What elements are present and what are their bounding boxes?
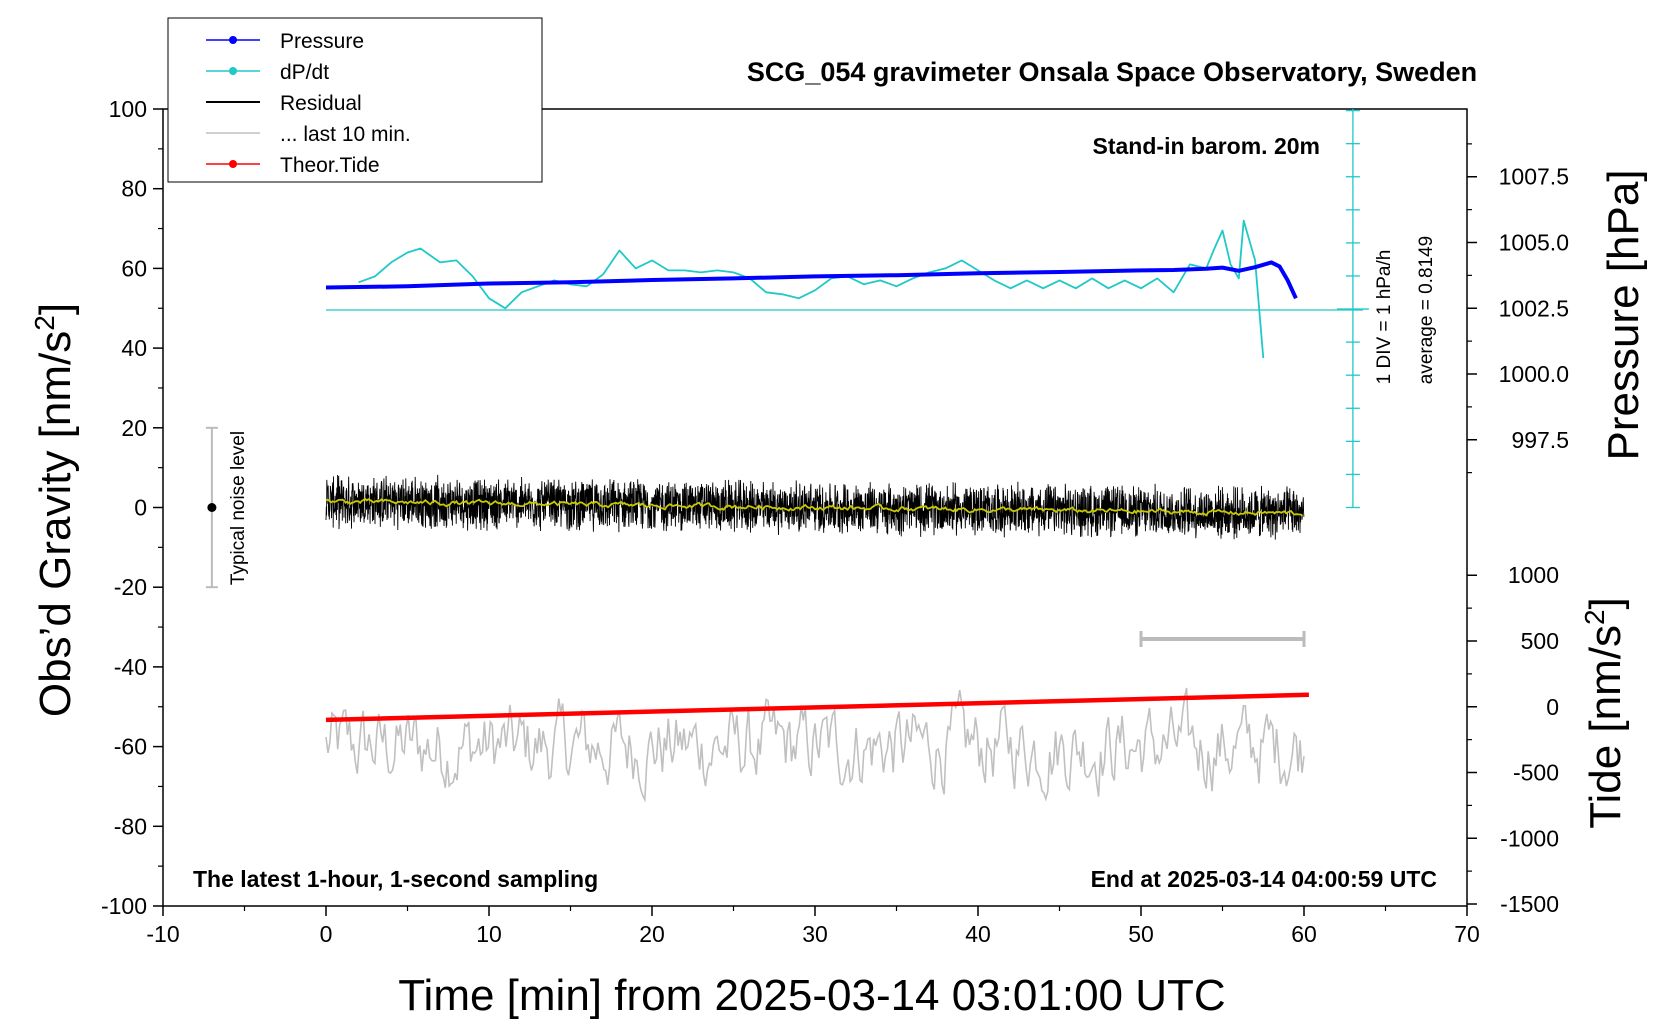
noise-level-label: Typical noise level	[228, 431, 249, 585]
y-tick-label: -80	[114, 813, 147, 839]
legend-marker	[229, 160, 237, 168]
y-axis-title-tide: Tide [nm/s2]	[1579, 597, 1630, 829]
legend-label: Theor.Tide	[280, 154, 380, 177]
dpdt-div-axis	[1336, 109, 1369, 509]
interval-bar	[1139, 631, 1306, 648]
end-time-note: End at 2025-03-14 04:00:59 UTC	[1091, 866, 1437, 892]
pressure-series	[325, 260, 1298, 300]
y-tick-label: -20	[114, 574, 147, 600]
x-tick-label: 30	[802, 921, 828, 947]
y-tick-label: 20	[121, 415, 147, 441]
x-tick-label: 0	[320, 921, 333, 947]
tide-tick-label: -500	[1513, 760, 1559, 786]
x-axis: -10 0 10 20 30 40 50 60 70	[146, 906, 1480, 947]
tide-tick-label: 1000	[1508, 562, 1559, 588]
tide-axis: 1000 500 0 -500 -1000 -1500	[1467, 562, 1559, 917]
y-axis-title-left: Obs’d Gravity [nm/s2]	[29, 303, 80, 717]
residual-series	[325, 474, 1305, 540]
y-tick-label: -60	[114, 734, 147, 760]
average-note: average = 0.8149	[1416, 236, 1437, 384]
legend-label: ... last 10 min.	[280, 123, 411, 146]
pressure-tick-label: 997.5	[1511, 427, 1569, 453]
last-10-min-series	[325, 687, 1305, 803]
barometer-note: Stand-in barom. 20m	[1093, 133, 1320, 159]
x-tick-label: 70	[1454, 921, 1480, 947]
series-layer	[325, 219, 1309, 803]
x-tick-label: 50	[1128, 921, 1154, 947]
chart-title: SCG_054 gravimeter Onsala Space Observat…	[747, 57, 1477, 87]
legend-label: Pressure	[280, 30, 364, 53]
tide-tick-label: 0	[1546, 694, 1559, 720]
dpdt-series	[358, 219, 1265, 359]
legend-marker	[229, 36, 237, 44]
x-tick-label: 10	[476, 921, 502, 947]
legend-box	[167, 17, 543, 183]
x-axis-title: Time [min] from 2025-03-14 03:01:00 UTC	[398, 971, 1225, 1020]
y-axis-title-pressure: Pressure [hPa]	[1599, 169, 1648, 460]
y-tick-label: 0	[134, 495, 147, 521]
y-tick-label: 100	[109, 96, 147, 122]
y-tick-label: 80	[121, 176, 147, 202]
x-tick-label: 20	[639, 921, 665, 947]
x-tick-label: 40	[965, 921, 991, 947]
y-axis-left: 100 80 60 40 20 0 -20 -40 -60 -80 -100	[101, 96, 163, 919]
noise-level-bar	[205, 426, 218, 589]
noise-bar-center	[207, 503, 217, 512]
residual-smoothed	[325, 497, 1303, 517]
tide-tick-label: 500	[1521, 628, 1559, 654]
tide-series	[325, 692, 1309, 723]
y-tick-label: 60	[121, 255, 147, 281]
y-tick-label: 40	[121, 335, 147, 361]
tide-tick-label: -1500	[1500, 891, 1559, 917]
sampling-note: The latest 1-hour, 1-second sampling	[193, 866, 598, 892]
pressure-tick-label: 1005.0	[1499, 229, 1569, 255]
div-scale-note: 1 DIV = 1 hPa/h	[1374, 250, 1395, 385]
pressure-tick-label: 1007.5	[1499, 164, 1569, 190]
x-tick-label: -10	[146, 921, 179, 947]
pressure-axis: 1007.5 1005.0 1002.5 1000.0 997.5	[1467, 143, 1569, 474]
legend-label: dP/dt	[280, 61, 329, 84]
legend: Pressure dP/dt Residual ... last 10 min. The…	[167, 17, 543, 183]
legend-marker	[229, 67, 237, 75]
x-tick-label: 60	[1291, 921, 1317, 947]
pressure-tick-label: 1002.5	[1499, 295, 1569, 321]
y-tick-label: -100	[101, 893, 147, 919]
legend-label: Residual	[280, 92, 362, 115]
tide-tick-label: -1000	[1500, 825, 1559, 851]
pressure-tick-label: 1000.0	[1499, 361, 1569, 387]
y-tick-label: -40	[114, 654, 147, 680]
